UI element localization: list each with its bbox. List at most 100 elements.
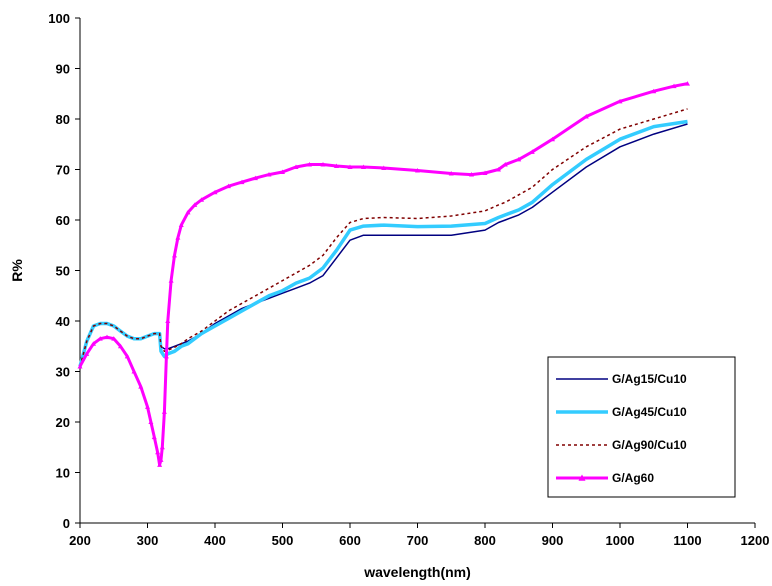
data-point — [159, 444, 165, 450]
data-point — [199, 197, 204, 202]
legend-items: G/Ag15/Cu10 G/Ag45/Cu10 G/Ag90/Cu10 G/Ag60 — [556, 372, 687, 485]
x-tick-label: 300 — [137, 533, 159, 548]
data-point — [550, 136, 555, 142]
data-point — [226, 183, 231, 189]
y-tick-label: 100 — [48, 11, 70, 26]
series-g-ag90-cu10 — [79, 108, 688, 367]
legend-label: G/Ag60 — [612, 471, 654, 485]
legend-item: G/Ag60 — [556, 471, 654, 485]
data-point — [124, 353, 130, 359]
y-tick-label: 30 — [56, 365, 70, 380]
data-point — [469, 172, 474, 177]
y-tick-label: 0 — [63, 516, 70, 531]
series-g-ag45-cu10 — [78, 119, 688, 367]
data-point — [529, 149, 535, 154]
data-point — [320, 161, 326, 167]
data-point — [516, 156, 522, 162]
data-point — [111, 336, 117, 341]
x-axis-title: wavelength(nm) — [363, 564, 471, 580]
y-tick-label: 70 — [56, 163, 70, 178]
data-point — [175, 235, 181, 240]
data-point — [496, 167, 501, 172]
data-point — [685, 81, 690, 86]
series-group — [77, 81, 690, 467]
data-point — [482, 170, 488, 176]
data-point — [172, 252, 177, 258]
data-point — [91, 341, 96, 346]
data-point — [165, 318, 171, 323]
data-point — [651, 88, 657, 94]
legend-item: G/Ag45/Cu10 — [556, 405, 687, 419]
data-point — [192, 202, 198, 207]
series-line — [78, 82, 688, 467]
data-point — [118, 343, 123, 349]
data-point — [293, 164, 299, 169]
data-point — [266, 172, 272, 177]
data-point — [158, 457, 164, 462]
legend-label: G/Ag15/Cu10 — [612, 372, 687, 386]
x-tick-label: 1100 — [673, 533, 701, 548]
data-point — [334, 163, 339, 168]
y-tick-label: 80 — [56, 112, 70, 127]
data-point — [145, 404, 150, 409]
data-point — [168, 278, 174, 283]
data-point — [178, 222, 184, 228]
legend: G/Ag15/Cu10 G/Ag45/Cu10 G/Ag90/Cu10 G/Ag60 — [547, 356, 736, 498]
y-tick-label: 50 — [56, 264, 70, 279]
data-point — [148, 419, 154, 424]
data-point — [157, 462, 163, 467]
data-point — [239, 179, 245, 185]
x-tick-label: 1000 — [606, 533, 635, 548]
data-point — [77, 363, 83, 369]
data-point — [138, 384, 144, 389]
legend-item: G/Ag15/Cu10 — [556, 372, 687, 386]
data-point — [448, 171, 454, 176]
data-point — [155, 449, 161, 455]
data-point — [381, 165, 387, 170]
data-point — [415, 168, 420, 173]
legend-item: G/Ag90/Cu10 — [556, 438, 687, 452]
data-point — [617, 98, 623, 104]
x-tick-label: 800 — [474, 533, 496, 548]
data-point — [361, 164, 366, 169]
data-point — [307, 161, 312, 167]
data-point — [671, 83, 677, 89]
data-point — [104, 334, 110, 340]
data-point — [185, 209, 191, 215]
data-point — [280, 169, 285, 175]
series-g-ag60 — [77, 81, 690, 467]
legend-label: G/Ag45/Cu10 — [612, 405, 687, 419]
x-tick-label: 400 — [204, 533, 226, 548]
series-line — [78, 119, 688, 367]
ticks: 200 300 400 500 600 700 800 900 1000 1100 1200 0 10 2… — [48, 11, 769, 548]
y-tick-label: 20 — [56, 415, 70, 430]
x-tick-label: 900 — [542, 533, 564, 548]
y-tick-label: 10 — [56, 466, 70, 481]
legend-label: G/Ag90/Cu10 — [612, 438, 687, 452]
legend-marker — [578, 474, 586, 481]
data-point — [97, 336, 103, 341]
y-tick-label: 40 — [56, 314, 70, 329]
series-g-ag15-cu10 — [79, 123, 688, 367]
series-line — [79, 123, 688, 367]
x-tick-label: 600 — [339, 533, 361, 548]
data-point — [131, 369, 137, 374]
data-point — [347, 164, 353, 169]
data-point — [161, 409, 167, 414]
data-point — [583, 113, 589, 119]
legend-box — [547, 356, 736, 498]
y-axis-title: R% — [9, 259, 25, 282]
data-point — [151, 434, 157, 440]
data-point — [212, 189, 218, 195]
data-point — [502, 161, 508, 167]
x-tick-label: 200 — [69, 533, 91, 548]
y-tick-label: 60 — [56, 213, 70, 228]
data-point — [84, 351, 90, 356]
data-point — [253, 175, 258, 181]
x-tick-label: 700 — [407, 533, 429, 548]
data-point — [163, 353, 169, 359]
series-line — [79, 108, 688, 367]
x-tick-label: 500 — [272, 533, 294, 548]
